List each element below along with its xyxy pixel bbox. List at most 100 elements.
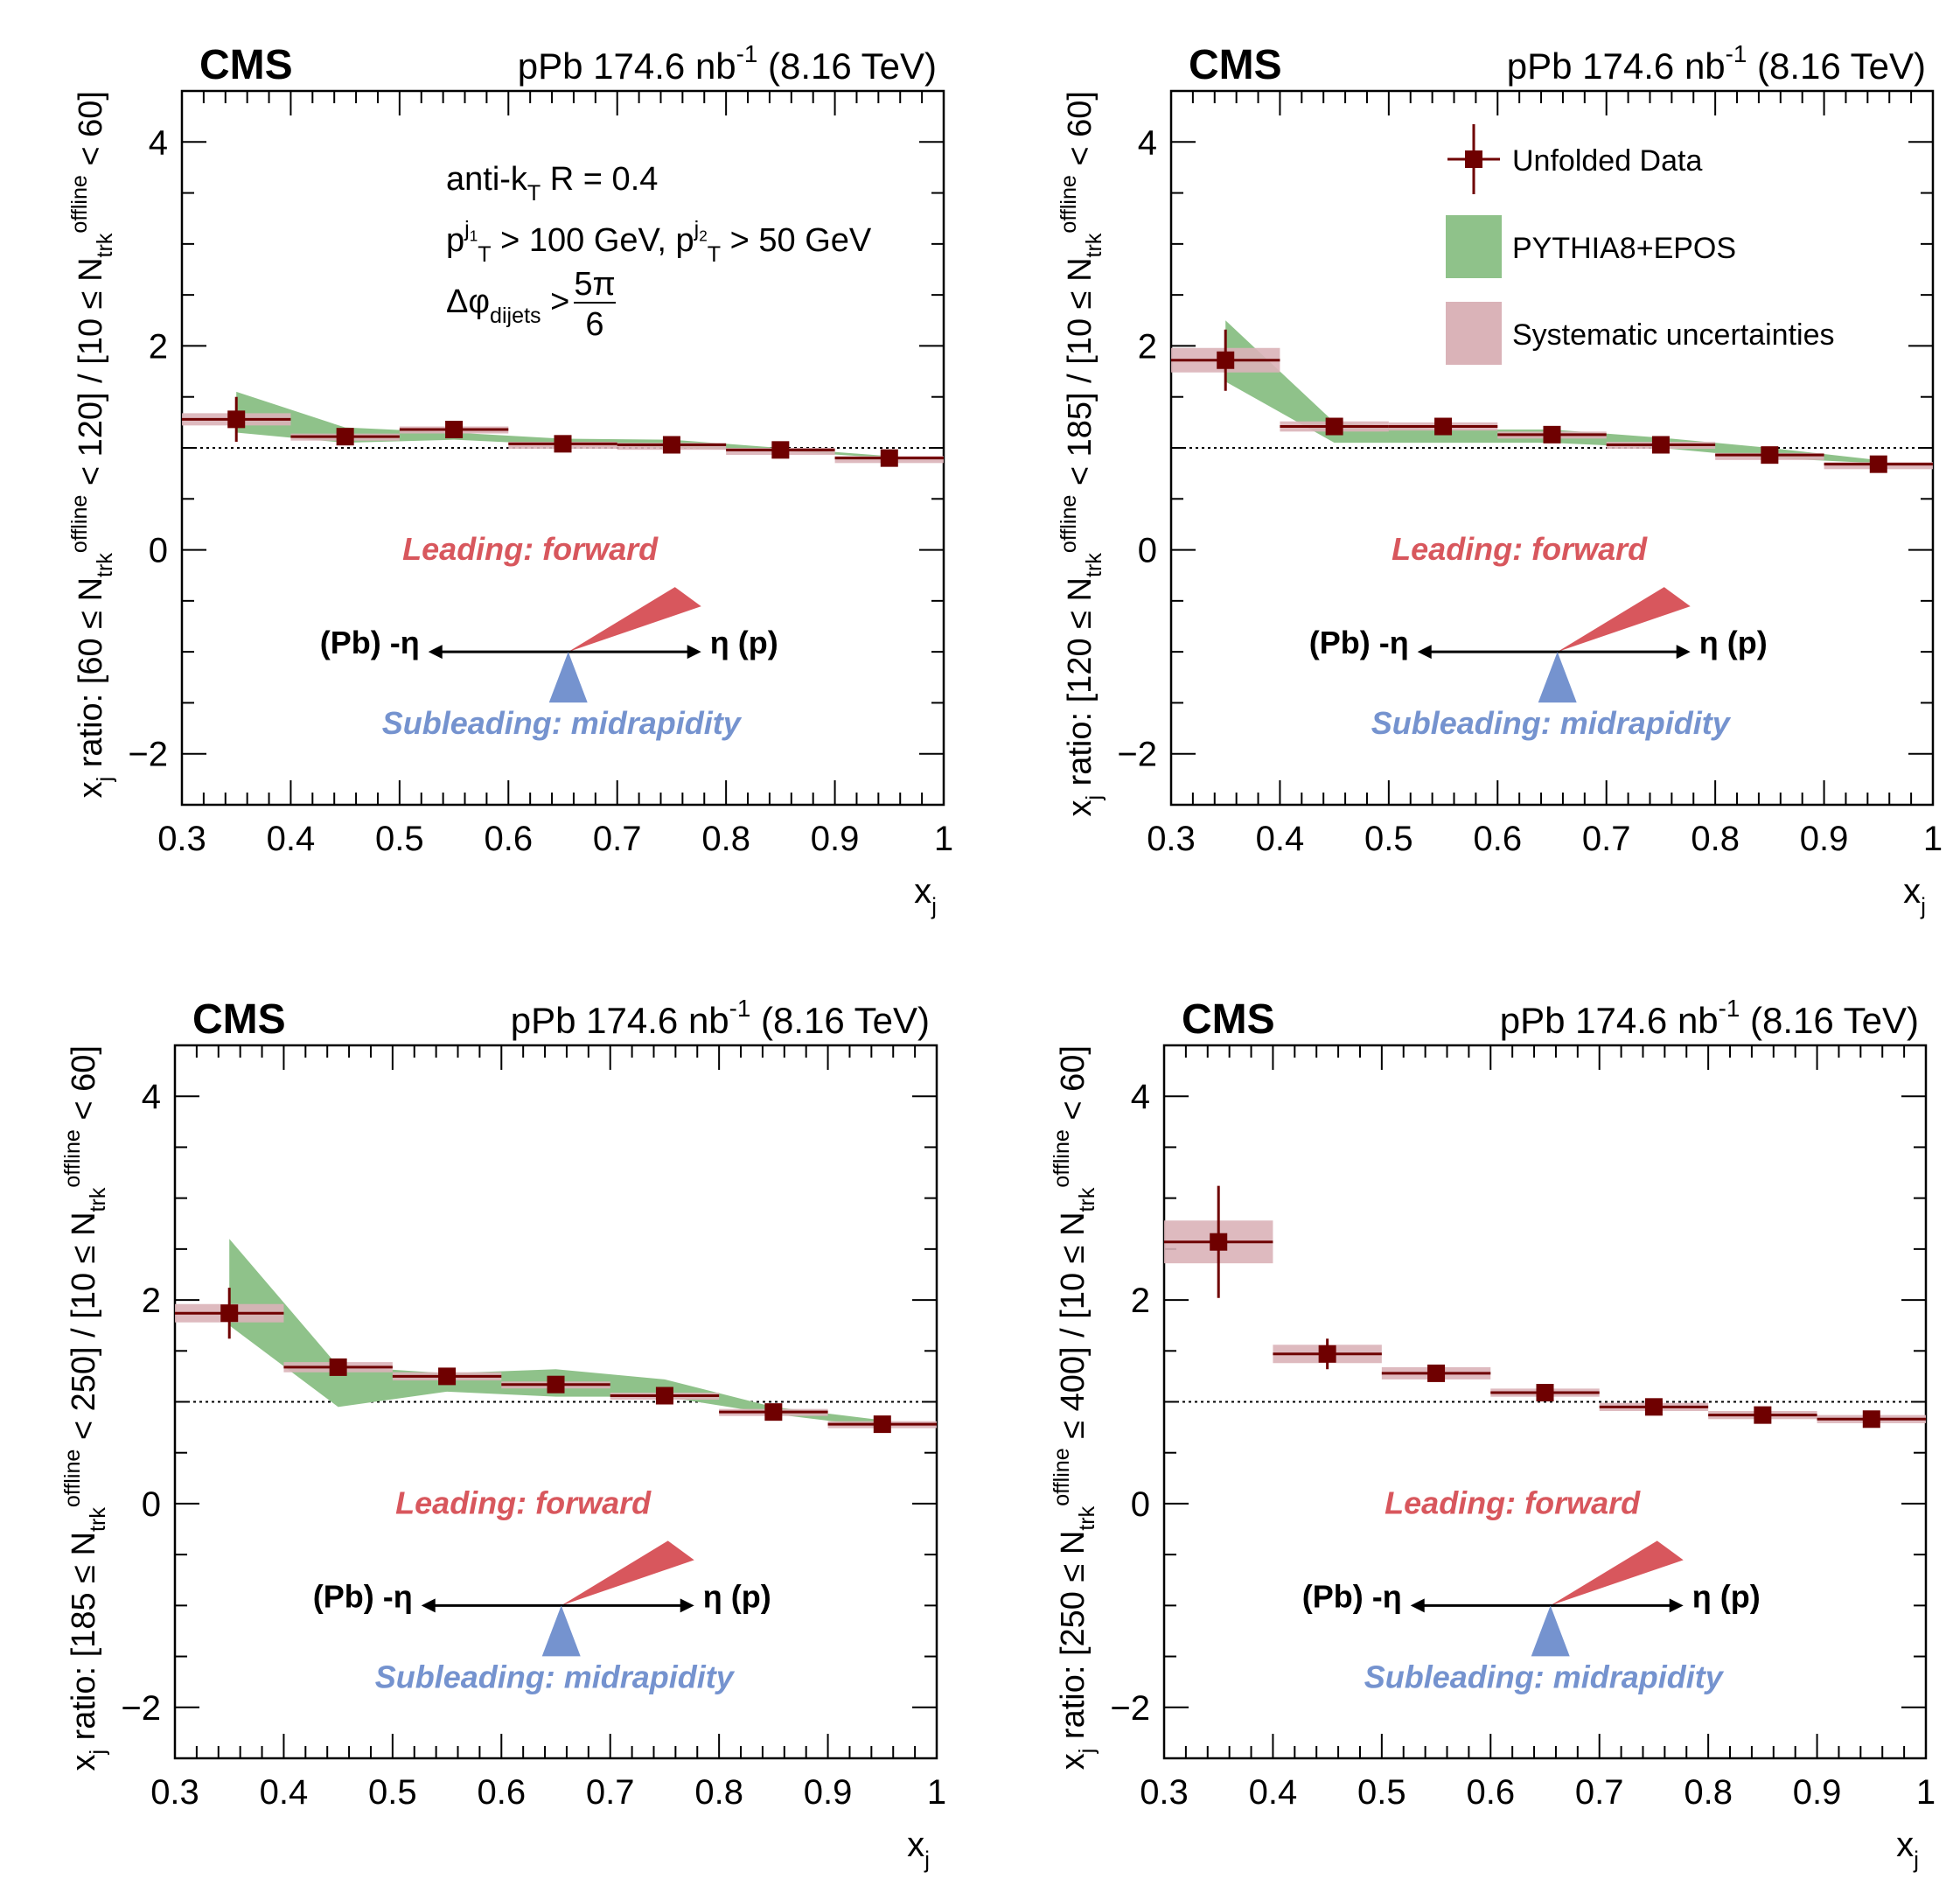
text-part: p [676,222,694,259]
text-part: x [907,1826,924,1864]
direction-right-label: η (p) [703,1578,771,1614]
fraction-denominator: 6 [585,306,603,343]
subleading-label: Subleading: midrapidity [1364,1659,1725,1694]
data-point [1217,351,1235,369]
x-axis-label: xj [1903,872,1926,919]
data-point [1325,417,1343,436]
leading-jet-cone [1557,587,1691,653]
text-part: pPb 174.6 nb [1500,1000,1719,1041]
x-tick-label: 0.6 [1466,1773,1515,1812]
data-point [1869,455,1887,473]
text-part: 60 ≤ N [73,577,109,675]
text-part: trk [1082,233,1106,257]
x-tick-label: 0.7 [1575,1773,1624,1812]
direction-right-label: η (p) [710,625,778,660]
arrow-head-left [421,1598,436,1613]
subleading-label: Subleading: midrapidity [375,1659,736,1694]
direction-right-label: η (p) [1699,625,1768,660]
text-part: x [1896,1826,1914,1864]
text-part: j [464,217,470,241]
leading-jet-cone [561,1540,694,1606]
x-tick-label: 0.9 [811,820,860,858]
direction-left-label: (Pb) -η [313,1578,413,1614]
x-tick-label: 0.7 [593,820,642,858]
arrow-head-right [687,645,701,660]
y-tick-label: −2 [1110,1689,1150,1728]
text-part: > 50 GeV [721,222,872,259]
text-part: ratio: [ [1062,693,1099,795]
x-tick-label: 0.7 [1582,820,1631,858]
x-tick-label: 0.3 [150,1773,199,1812]
text-part: pPb 174.6 nb [518,45,736,87]
text-part: (8.16 TeV) [1740,1000,1919,1041]
cms-label: CMS [1182,996,1275,1043]
subleading-label: Subleading: midrapidity [382,705,743,741]
x-tick-label: 1 [1923,820,1943,858]
luminosity-label: pPb 174.6 nb-1 (8.16 TeV) [1507,40,1926,87]
x-tick-label: 0.3 [1140,1773,1189,1812]
text-part: pPb 174.6 nb [1507,45,1726,87]
y-tick-label: −2 [121,1689,161,1728]
data-point [445,421,464,439]
x-tick-label: 0.6 [477,1773,526,1812]
text-part: j [1920,893,1926,919]
x-tick-label: 1 [934,820,953,858]
data-point [1761,446,1779,465]
y-tick-label: 2 [1138,327,1157,366]
text-part: > [541,283,570,320]
x-tick-label: 0.9 [1793,1773,1842,1812]
x-tick-label: 0.9 [1800,820,1849,858]
y-tick-label: 4 [1138,123,1157,162]
leading-jet-cone [1550,1540,1684,1606]
x-tick-label: 1 [927,1773,946,1812]
x-tick-label: 0.4 [1256,820,1305,858]
text-part: -1 [729,995,751,1022]
leading-label: Leading: forward [395,1485,652,1521]
text-part: x [1055,1753,1092,1770]
text-part: j [1082,795,1106,801]
text-part: trk [1075,1505,1099,1530]
jet-algo-label: anti-kT R = 0.4 [446,161,658,206]
text-part: offline [1050,1129,1074,1187]
luminosity-label: pPb 174.6 nb-1 (8.16 TeV) [1500,995,1919,1041]
text-part: < 60] [1055,1045,1092,1129]
legend-model-swatch [1446,215,1502,278]
x-tick-label: 0.6 [1473,820,1522,858]
data-point [220,1304,239,1323]
legend-syst-swatch [1446,302,1502,365]
text-part: anti-k [446,161,528,198]
subleading-jet-cone [548,652,588,703]
text-part: (8.16 TeV) [750,1000,930,1041]
text-part: offline [1057,175,1081,233]
data-point [1644,1398,1663,1416]
text-part: offline [67,495,92,553]
subleading-jet-cone [1538,652,1577,703]
text-part: j [694,217,700,241]
y-tick-label: 0 [1131,1485,1150,1524]
text-part: j [1075,1749,1099,1755]
y-tick-label: 4 [1131,1078,1150,1116]
cms-label: CMS [199,42,293,88]
text-part: 2 [699,228,708,245]
x-tick-label: 0.8 [1691,820,1740,858]
model-band [229,1239,882,1428]
text-part: j [93,777,117,783]
x-tick-label: 0.5 [1357,1773,1406,1812]
data-point [554,435,572,453]
x-tick-label: 0.4 [267,820,316,858]
x-tick-label: 0.9 [804,1773,853,1812]
cms-label: CMS [192,996,286,1043]
text-part: (8.16 TeV) [1747,45,1926,87]
y-tick-label: 4 [149,123,168,162]
leading-jet-cone [568,587,701,653]
text-part: x [73,781,109,798]
x-tick-label: 0.5 [1364,820,1413,858]
text-part: dijets [490,304,541,328]
data-point [880,449,898,467]
data-point [329,1358,347,1376]
data-point [873,1415,891,1434]
y-axis-label: xj ratio: [60 ≤ Ntrkoffline < 120] / [10… [67,91,117,798]
text-part: j [1913,1847,1919,1873]
text-part: trk [1075,1187,1099,1212]
y-tick-label: −2 [128,736,168,774]
